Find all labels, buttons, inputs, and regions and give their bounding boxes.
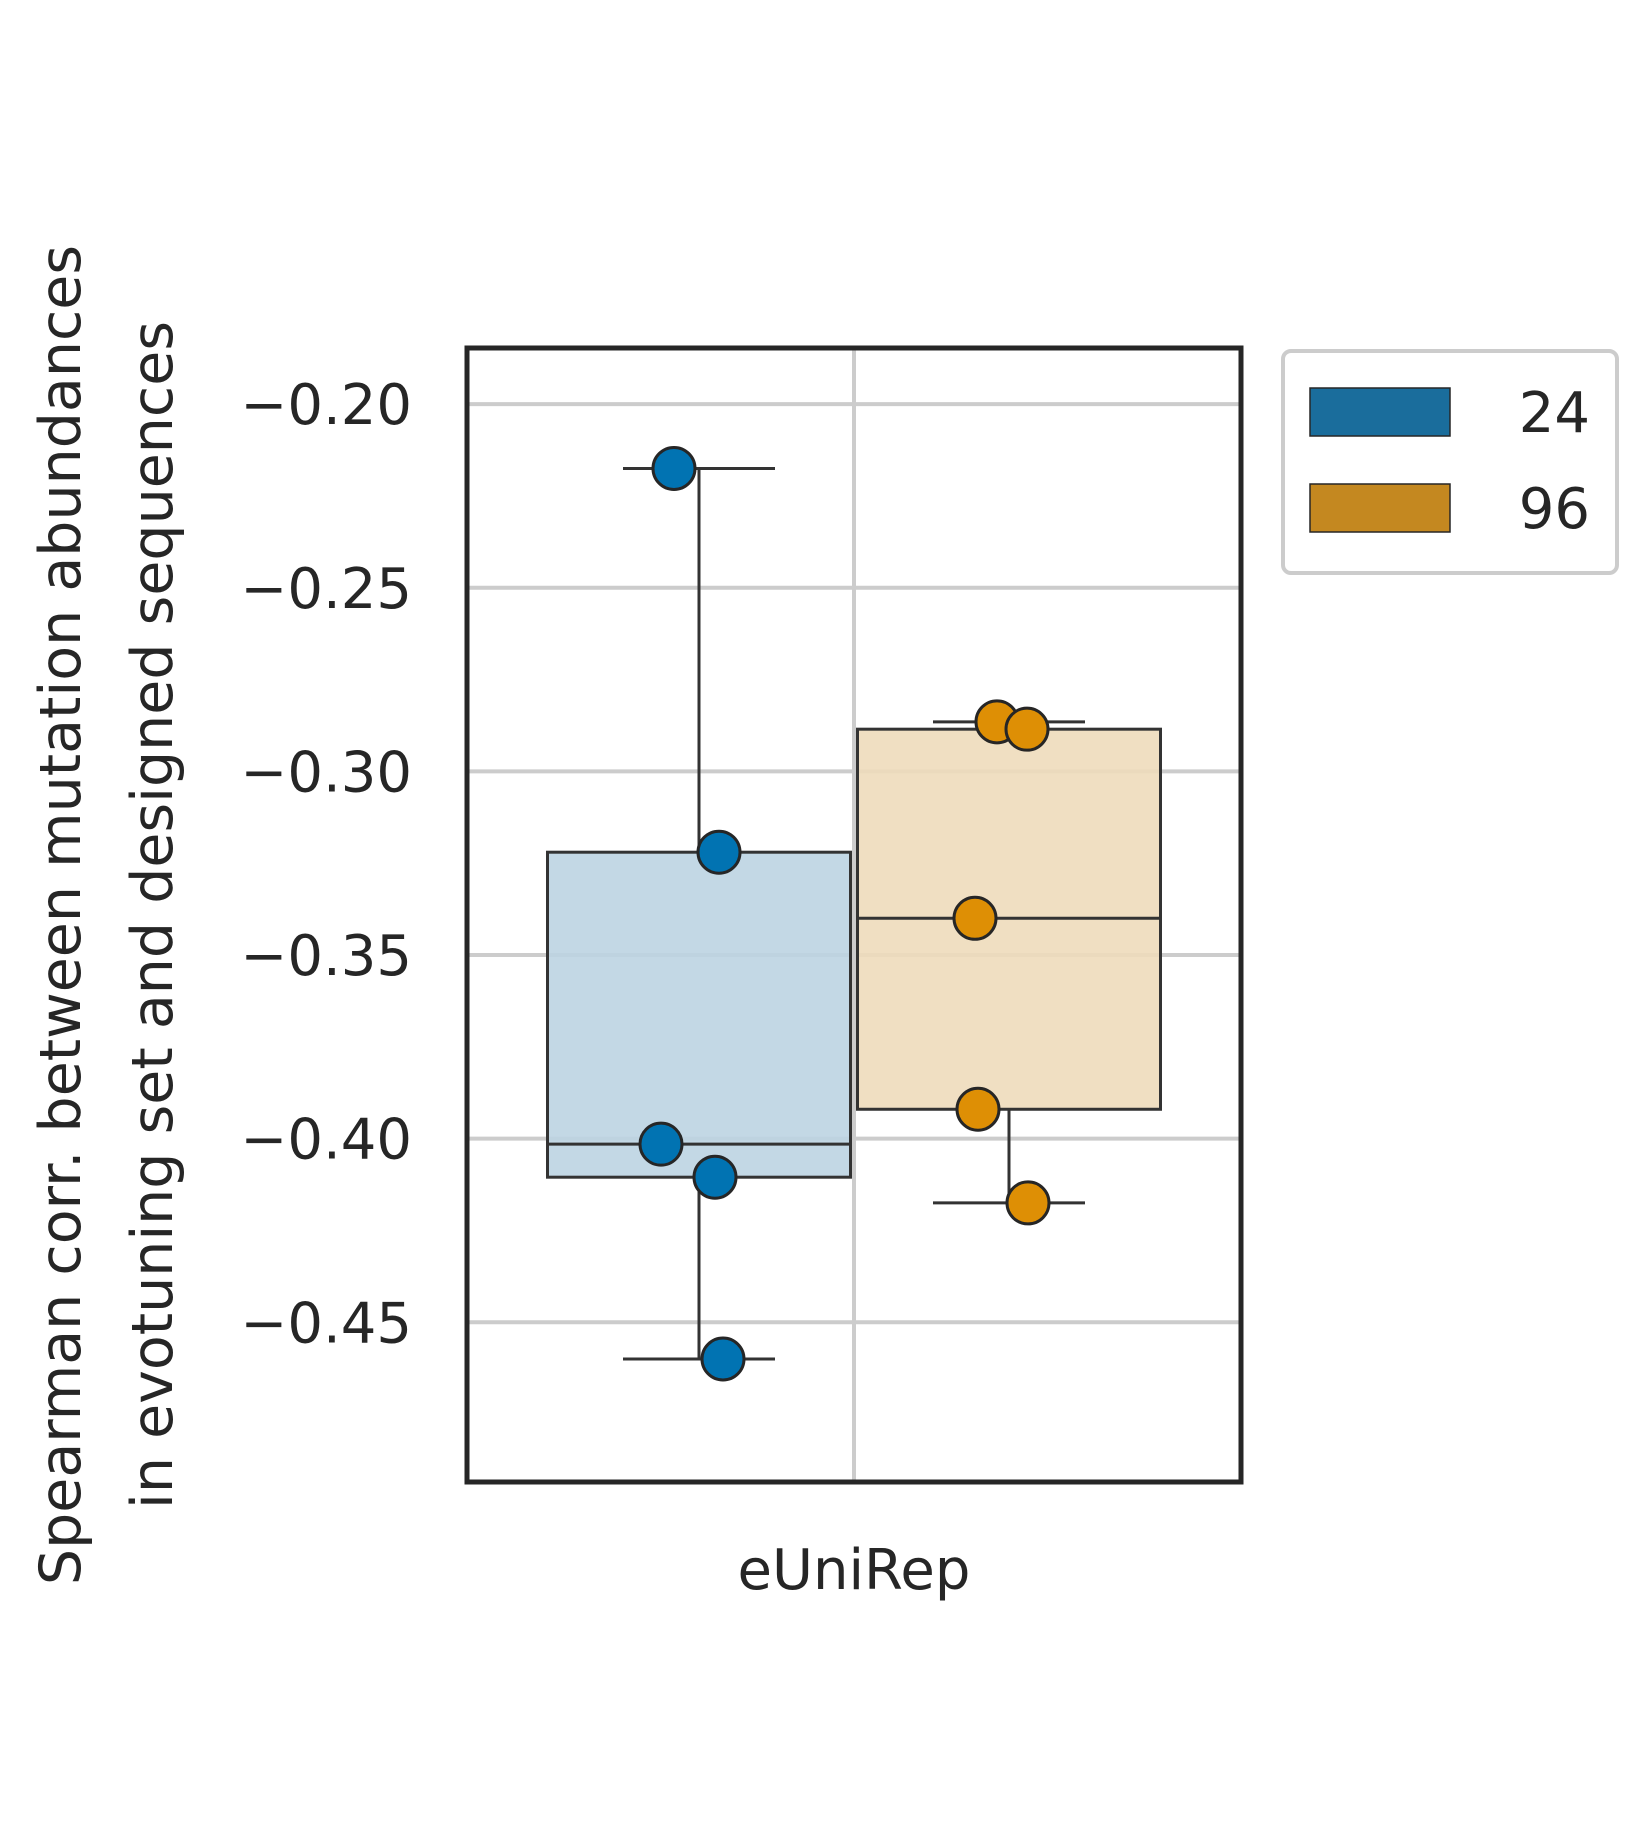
y-axis-label-line-1: Spearman corr. between mutation abundanc…	[28, 245, 94, 1585]
data-point-24-2	[638, 1121, 684, 1167]
y-axis-label: Spearman corr. between mutation abundanc…	[28, 245, 186, 1585]
data-point-96-2	[952, 895, 998, 941]
y-tick-label-1: −0.25	[240, 557, 412, 622]
y-tick-label-2: −0.30	[240, 740, 412, 805]
data-point-96-3	[955, 1086, 1001, 1132]
data-point-24-0	[651, 445, 697, 491]
point-layer	[638, 445, 1051, 1382]
y-axis-label-line-2: in evotuning set and designed sequences	[120, 321, 186, 1509]
y-tick-label-4: −0.40	[240, 1108, 412, 1173]
legend-label-24: 24	[1519, 381, 1590, 446]
box-24	[546, 850, 852, 1179]
legend: 24 96	[1281, 349, 1619, 575]
data-point-96-1	[1004, 706, 1050, 752]
y-tick-labels: −0.20 −0.25 −0.30 −0.35 −0.40 −0.45	[240, 373, 412, 1356]
legend-label-96: 96	[1519, 477, 1590, 542]
y-tick-label-3: −0.35	[240, 924, 412, 989]
y-tick-label-5: −0.45	[240, 1291, 412, 1356]
legend-swatch-24	[1309, 387, 1451, 437]
plot-frame	[464, 345, 1244, 1485]
x-tick-label: eUniRep	[738, 1538, 971, 1603]
data-point-24-4	[700, 1336, 746, 1382]
legend-swatch-96	[1309, 483, 1451, 533]
data-point-96-4	[1005, 1180, 1051, 1226]
y-tick-label-0: −0.20	[240, 373, 412, 438]
data-point-24-1	[696, 829, 742, 875]
data-point-24-3	[692, 1154, 738, 1200]
